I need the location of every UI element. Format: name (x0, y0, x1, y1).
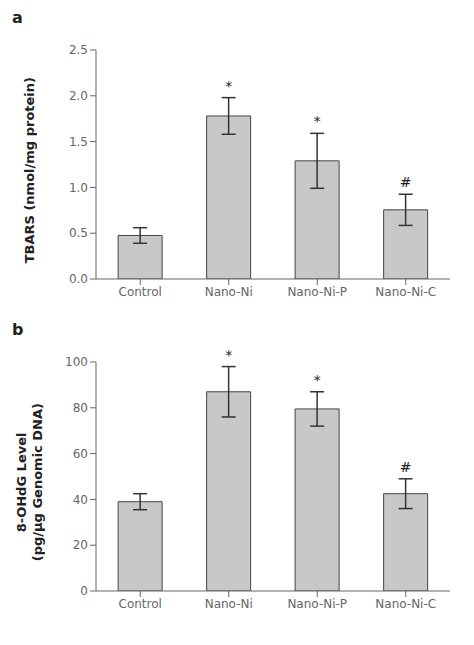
svg-text:100: 100 (65, 355, 88, 369)
svg-text:Nano-Ni-P: Nano-Ni-P (287, 285, 347, 299)
svg-text:2.0: 2.0 (69, 89, 88, 103)
svg-text:1.0: 1.0 (69, 181, 88, 195)
svg-text:Nano-Ni-C: Nano-Ni-C (375, 597, 436, 611)
svg-text:60: 60 (73, 447, 88, 461)
svg-text:Nano-Ni: Nano-Ni (205, 597, 253, 611)
svg-text:*: * (225, 78, 232, 94)
svg-text:40: 40 (73, 493, 88, 507)
svg-text:20: 20 (73, 538, 88, 552)
svg-text:0: 0 (80, 584, 88, 598)
html-text:b: b (12, 320, 24, 339)
svg-text:2.5: 2.5 (69, 43, 88, 57)
svg-text:0.5: 0.5 (69, 226, 88, 240)
svg-text:*: * (225, 347, 232, 363)
html-text:a: a (12, 8, 23, 27)
html-text:TBARS (nmol/mg protein): TBARS (nmol/mg protein) (22, 77, 37, 264)
svg-text:#: # (400, 174, 412, 190)
svg-text:Control: Control (119, 597, 162, 611)
html-text:8-OHdG Level: 8-OHdG Level (14, 432, 29, 533)
svg-text:80: 80 (73, 401, 88, 415)
svg-text:*: * (314, 113, 321, 129)
svg-text:1.5: 1.5 (69, 135, 88, 149)
svg-text:0.0: 0.0 (69, 272, 88, 286)
html-text:(pg/μg Genomic DNA): (pg/μg Genomic DNA) (30, 403, 45, 562)
svg-text:Control: Control (119, 285, 162, 299)
svg-text:Nano-Ni-C: Nano-Ni-C (375, 285, 436, 299)
svg-text:*: * (314, 372, 321, 388)
svg-text:Nano-Ni-P: Nano-Ni-P (287, 597, 347, 611)
svg-text:Nano-Ni: Nano-Ni (205, 285, 253, 299)
svg-text:#: # (400, 459, 412, 475)
